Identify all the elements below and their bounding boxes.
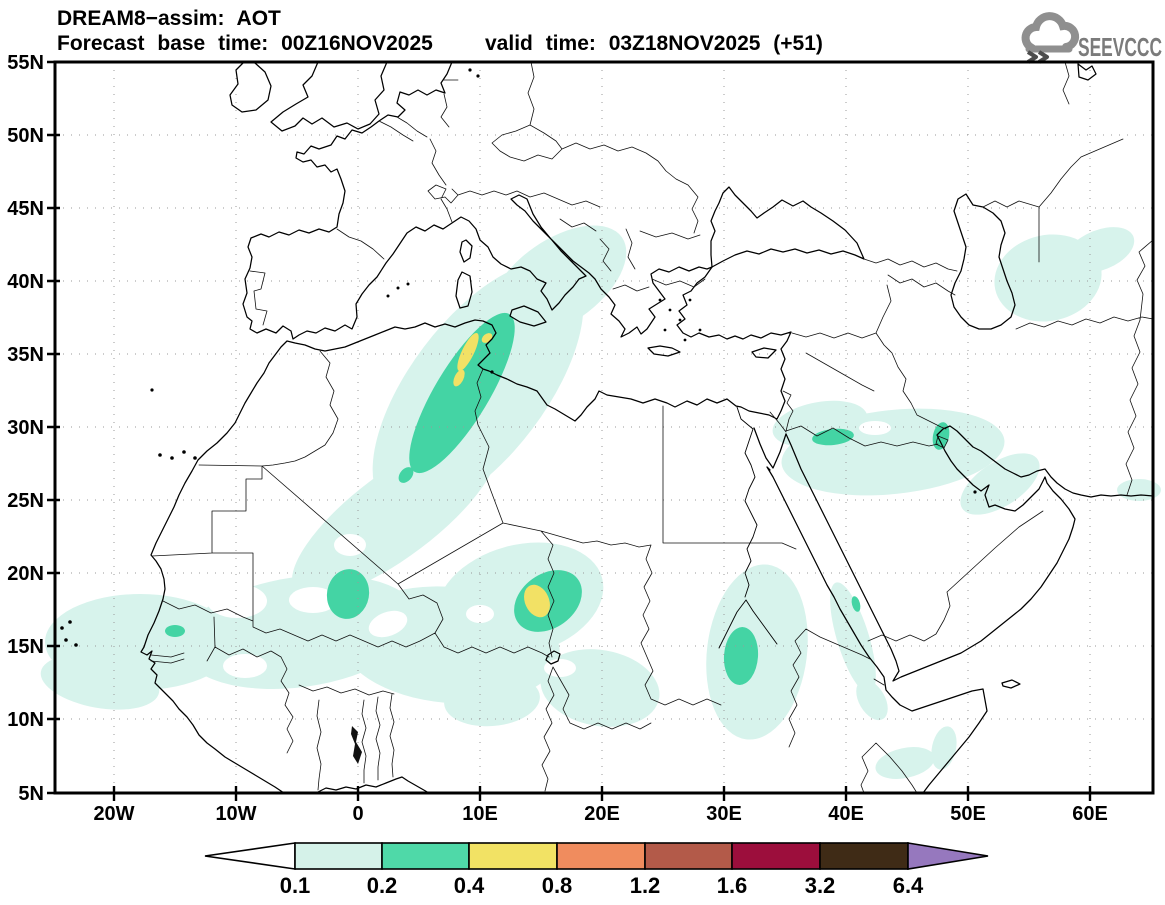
colorbar-overflow-arrow — [907, 842, 989, 870]
colorbar-cell — [556, 842, 646, 870]
axis-ticks — [47, 60, 1092, 801]
lon-label: 0 — [352, 803, 363, 825]
lat-label: 25N — [7, 490, 44, 512]
colorbar-cell — [294, 842, 383, 870]
colorbar-cell — [644, 842, 733, 870]
seevccc-logo: SEEVCCC — [1021, 12, 1162, 64]
lat-label: 5N — [18, 783, 44, 805]
logo-text: SEEVCCC — [1078, 32, 1162, 62]
lon-label: 10E — [462, 803, 498, 825]
aot-shading-level3 — [453, 332, 550, 618]
lon-label: 40E — [828, 803, 864, 825]
country-borders — [150, 61, 1154, 794]
lon-axis: 20W 10W 0 10E 20E 30E 40E 50E 60E — [93, 803, 1107, 825]
lake-volta — [351, 726, 362, 764]
lat-label: 35N — [7, 344, 44, 366]
cloud-icon — [1021, 12, 1080, 64]
colorbar-underflow-arrow — [204, 842, 296, 870]
colorbar-cell — [819, 842, 909, 870]
colorbar-value: 0.4 — [454, 873, 485, 898]
forecast-base-time: Forecast base time: 00Z16NOV2025 — [57, 32, 433, 55]
model-title: DREAM8−assim: AOT — [57, 7, 281, 30]
lat-label: 55N — [7, 52, 44, 74]
colorbar-labels: 0.1 0.2 0.4 0.8 1.2 1.6 3.2 6.4 — [280, 873, 924, 898]
colorbar: 0.1 0.2 0.4 0.8 1.2 1.6 3.2 6.4 — [204, 842, 989, 898]
lat-label: 40N — [7, 271, 44, 293]
colorbar-value: 0.2 — [367, 873, 398, 898]
lon-label: 20E — [584, 803, 620, 825]
aot-shading-level1 — [40, 225, 1161, 779]
lat-label: 15N — [7, 636, 44, 658]
colorbar-cell — [731, 842, 821, 870]
colorbar-value: 1.2 — [630, 873, 661, 898]
lon-label: 20W — [93, 803, 134, 825]
lon-label: 10W — [215, 803, 256, 825]
colorbar-cell — [381, 842, 470, 870]
lat-axis: 55N 50N 45N 40N 35N 30N 25N 20N 15N 10N … — [7, 52, 44, 805]
colorbar-value: 0.1 — [280, 873, 311, 898]
colorbar-value: 3.2 — [805, 873, 836, 898]
lat-label: 50N — [7, 125, 44, 147]
coastlines — [60, 61, 1154, 794]
colorbar-cell — [468, 842, 558, 870]
lon-label: 50E — [950, 803, 986, 825]
valid-time: valid time: 03Z18NOV2025 (+51) — [485, 32, 823, 55]
lat-label: 20N — [7, 563, 44, 585]
lon-label: 30E — [706, 803, 742, 825]
lon-label: 60E — [1072, 803, 1108, 825]
title-block: DREAM8−assim: AOT Forecast base time: 00… — [57, 7, 823, 55]
lat-label: 45N — [7, 198, 44, 220]
colorbar-value: 6.4 — [893, 873, 924, 898]
lat-label: 30N — [7, 417, 44, 439]
colorbar-value: 0.8 — [542, 873, 573, 898]
small-islands — [60, 68, 977, 647]
lat-label: 10N — [7, 709, 44, 731]
colorbar-value: 1.6 — [717, 873, 748, 898]
